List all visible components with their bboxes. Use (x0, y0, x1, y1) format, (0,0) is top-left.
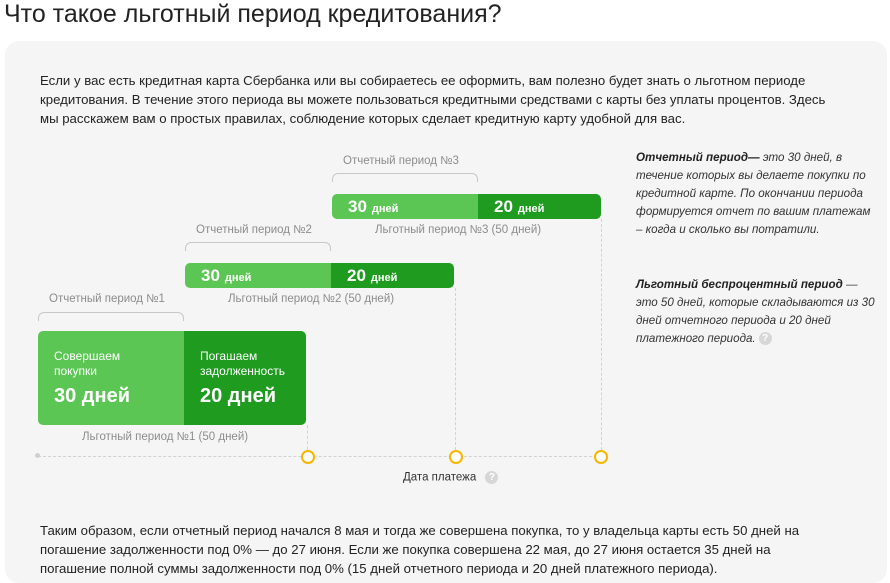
report-period-3-bracket (332, 173, 478, 182)
grace-period-text: — это 50 дней, которые складываются из 3… (636, 278, 875, 345)
period-3-pay-days: 20 (494, 196, 513, 216)
intro-paragraph: Если у вас есть кредитная карта Сбербанк… (40, 71, 840, 128)
period-1-buy-days: 30 дней (54, 385, 130, 407)
report-period-2-bracket (185, 242, 331, 251)
report-period-text: это 30 дней, в течение которых вы делает… (636, 151, 871, 236)
period-2-pay-unit: дней (370, 271, 398, 284)
period-1-buy-segment: Совершаем покупки 30 дней (38, 331, 184, 425)
report-period-term: Отчетный период— (636, 151, 760, 164)
period-2-buy-unit: дней (224, 271, 252, 284)
period-3-pay-segment: 20 дней (478, 194, 601, 219)
period-2-buy-segment: 30 дней (185, 263, 331, 288)
period-2-buy-days: 30 (201, 265, 220, 285)
question-circle-icon[interactable]: ? (758, 332, 772, 346)
report-period-1-bracket (38, 312, 184, 321)
payment-date-marker-1 (301, 450, 315, 464)
report-period-2-label: Отчетный период №2 (196, 224, 312, 236)
period-3-buy-unit: дней (371, 202, 399, 215)
question-circle-icon[interactable]: ? (485, 471, 499, 484)
payment-line-3 (601, 219, 602, 455)
grace-period-2-bar: 30 дней 20 дней (185, 263, 454, 288)
timeline-axis (38, 456, 602, 457)
intro-text: Если у вас есть кредитная карта Сбербанк… (40, 73, 826, 126)
grace-period-3-bar: 30 дней 20 дней (332, 194, 601, 219)
page-title: Что такое льготный период кредитования? (4, 0, 502, 28)
period-1-pay-days: 20 дней (200, 385, 276, 407)
payment-date-marker-2 (449, 450, 463, 464)
grace-period-2-label: Льготный период №2 (50 дней) (228, 293, 395, 305)
report-period-1-label: Отчетный период №1 (49, 293, 165, 305)
timeline-start-point (35, 453, 40, 458)
payment-line-2 (455, 288, 456, 455)
grace-period-definition: Льготный беспроцентный период — это 50 д… (636, 276, 876, 348)
period-1-pay-caption: Погашаем задолженность (200, 349, 285, 378)
grace-period-1-bar: Совершаем покупки 30 дней Погашаем задол… (38, 331, 306, 425)
period-2-pay-segment: 20 дней (331, 263, 454, 288)
conclusion-paragraph: Таким образом, если отчетный период нача… (40, 521, 830, 578)
period-3-pay-unit: дней (517, 202, 545, 215)
report-period-definition: Отчетный период— это 30 дней, в течение … (636, 149, 876, 239)
conclusion-text: Таким образом, если отчетный период нача… (40, 523, 800, 576)
payment-date-label: Дата платежа ? (403, 471, 499, 484)
period-3-buy-segment: 30 дней (332, 194, 478, 219)
grace-period-3-label: Льготный период №3 (50 дней) (375, 224, 542, 236)
grace-period-1-label: Льготный период №1 (50 дней) (82, 431, 249, 443)
period-3-buy-days: 30 (348, 196, 367, 216)
grace-period-term: Льготный беспроцентный период (636, 278, 843, 291)
payment-date-marker-3 (594, 450, 608, 464)
period-1-buy-caption: Совершаем покупки (54, 349, 121, 378)
period-1-pay-segment: Погашаем задолженность 20 дней (184, 331, 306, 425)
payment-line-1 (307, 425, 308, 455)
report-period-3-label: Отчетный период №3 (343, 155, 459, 167)
period-2-pay-days: 20 (347, 265, 366, 285)
payment-date-text: Дата платежа (403, 471, 477, 484)
